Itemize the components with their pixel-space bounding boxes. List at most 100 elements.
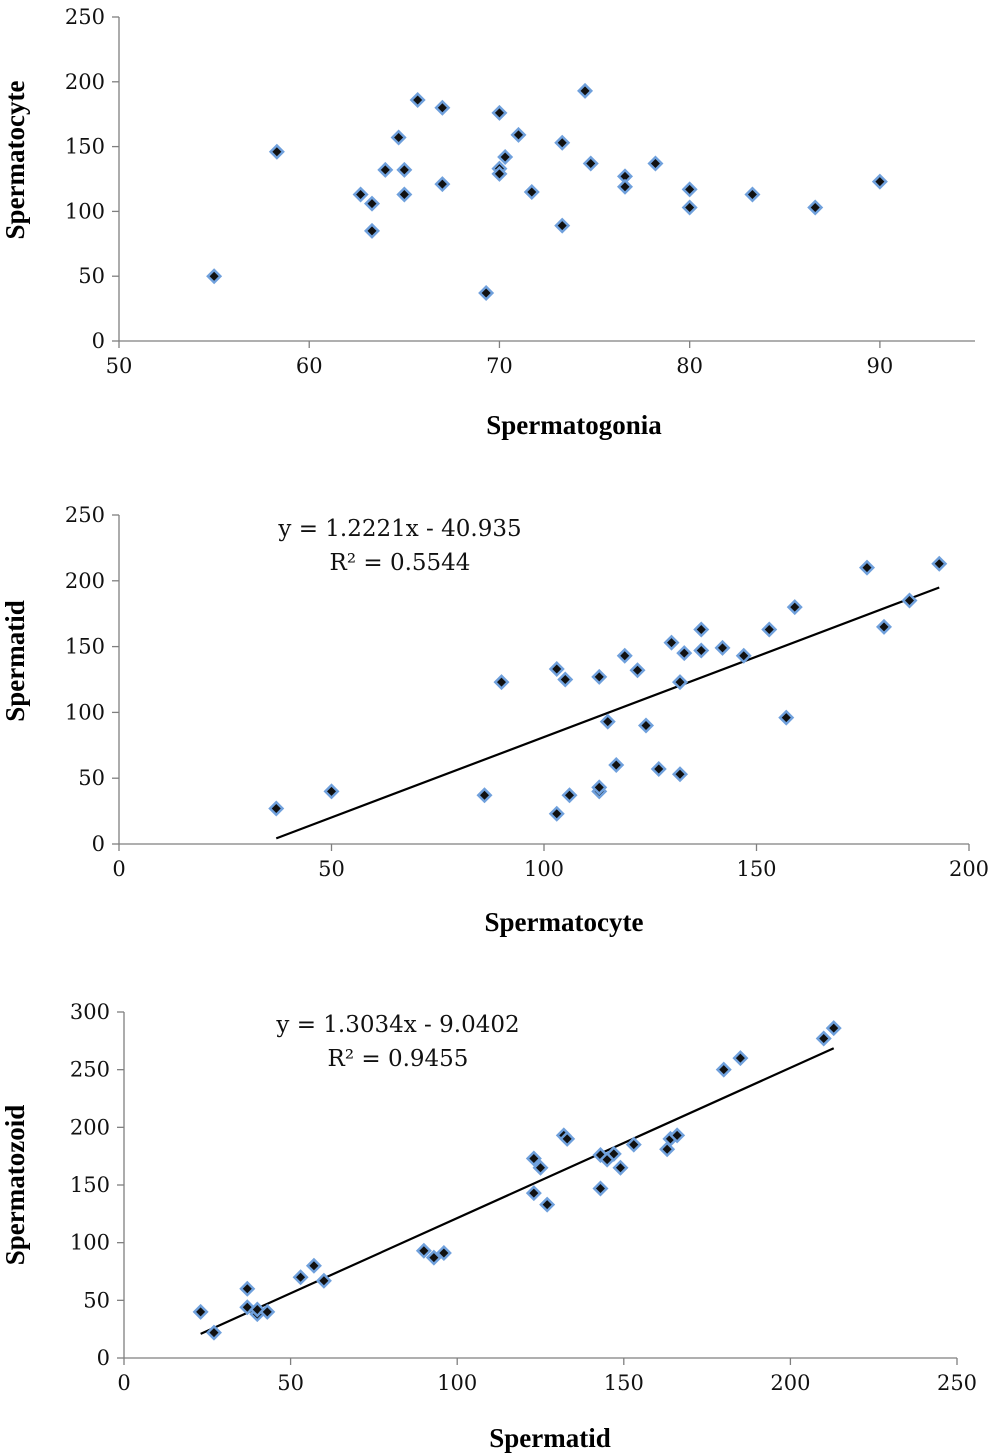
data-point — [807, 199, 824, 216]
data-point-core — [529, 1153, 539, 1163]
data-point — [476, 787, 493, 804]
data-point — [206, 268, 223, 285]
data-point-core — [356, 190, 366, 200]
data-point-core — [747, 190, 757, 200]
x-tick-label: 90 — [867, 354, 894, 378]
data-point — [786, 599, 803, 616]
data-point-core — [565, 790, 574, 800]
x-tick-label: 100 — [437, 1371, 477, 1395]
data-point-core — [810, 203, 820, 213]
data-point — [396, 161, 413, 178]
data-point-core — [595, 1183, 605, 1193]
trendline — [200, 1047, 835, 1335]
data-point-core — [367, 226, 377, 236]
x-tick-label: 200 — [770, 1371, 810, 1395]
data-point-core — [319, 1276, 329, 1286]
y-tick-label: 0 — [92, 832, 105, 856]
y-tick-label: 100 — [65, 199, 105, 223]
data-point-core — [679, 648, 689, 658]
x-tick-label: 250 — [937, 1371, 977, 1395]
data-point — [714, 639, 731, 656]
data-point-core — [696, 624, 706, 634]
data-point — [693, 621, 710, 638]
chart-2-points — [268, 555, 948, 822]
data-point — [554, 134, 571, 151]
data-point-core — [735, 1053, 745, 1063]
data-point-core — [650, 158, 660, 168]
data-point-core — [309, 1261, 319, 1271]
data-point — [478, 285, 495, 302]
y-tick-label: 0 — [92, 329, 105, 353]
data-point-core — [480, 790, 489, 800]
data-point-core — [209, 271, 219, 281]
data-point-core — [562, 1134, 572, 1144]
y-tick-label: 50 — [78, 766, 105, 790]
data-point — [744, 186, 761, 203]
data-point — [548, 660, 565, 677]
data-point — [681, 199, 698, 216]
x-tick-label: 50 — [106, 354, 133, 378]
data-point — [363, 195, 380, 212]
data-point — [625, 1136, 642, 1153]
data-point-core — [862, 563, 872, 573]
data-point-core — [633, 665, 642, 675]
data-point — [605, 1145, 622, 1162]
data-point — [557, 671, 574, 688]
data-point-core — [209, 1328, 219, 1338]
data-point — [525, 1185, 542, 1202]
data-point — [592, 1180, 609, 1197]
data-point-core — [536, 1163, 545, 1173]
data-point-core — [696, 646, 706, 656]
data-point — [681, 181, 698, 198]
chart-2-r-squared: R² = 0.5544 — [330, 550, 471, 576]
data-point — [491, 165, 508, 182]
data-point-core — [609, 1149, 619, 1159]
x-tick-label: 150 — [736, 857, 776, 881]
data-point — [561, 787, 578, 804]
data-point — [239, 1280, 256, 1297]
chart-spermatid-vs-spermatozoid: 0 50 100 150 200 250 300 0 50 100 150 200 250 y = 1.… — [0, 1000, 977, 1453]
data-point — [554, 217, 571, 234]
chart-1-points — [206, 82, 888, 302]
y-tick-label: 100 — [70, 1231, 110, 1255]
y-tick-label: 200 — [70, 1115, 110, 1139]
data-point — [205, 1324, 222, 1341]
data-point-core — [739, 651, 749, 661]
y-tick-label: 250 — [65, 5, 105, 29]
data-point-core — [620, 171, 630, 181]
data-point-core — [494, 169, 504, 179]
data-point-core — [560, 675, 570, 684]
data-point-core — [620, 182, 630, 192]
data-point-core — [875, 177, 885, 187]
data-point — [931, 555, 948, 572]
x-tick-label: 0 — [112, 857, 125, 881]
data-point-core — [764, 624, 774, 634]
data-point — [315, 1272, 332, 1289]
data-point-core — [429, 1253, 439, 1263]
y-tick-label: 0 — [97, 1346, 110, 1370]
data-point — [268, 143, 285, 160]
data-point — [390, 129, 407, 146]
data-point-core — [527, 187, 537, 197]
data-point — [352, 186, 369, 203]
y-tick-label: 150 — [65, 635, 105, 659]
data-point — [409, 91, 426, 108]
y-tick-label: 200 — [65, 569, 105, 593]
data-point — [859, 559, 875, 576]
data-point — [732, 1050, 749, 1067]
data-point-core — [399, 165, 409, 175]
data-point — [825, 1020, 842, 1037]
data-point — [497, 148, 514, 165]
y-tick-label: 50 — [78, 264, 105, 288]
data-point-core — [672, 1130, 682, 1140]
data-point — [532, 1159, 549, 1176]
chart-3-axes: 0 50 100 150 200 250 300 0 50 100 150 200 250 — [70, 1000, 977, 1395]
data-point — [582, 155, 599, 172]
y-tick-label: 250 — [70, 1058, 110, 1082]
data-point-core — [242, 1284, 252, 1294]
data-point-core — [781, 713, 791, 723]
data-point-core — [481, 288, 491, 298]
data-point-core — [615, 1163, 625, 1173]
data-point — [616, 168, 633, 185]
